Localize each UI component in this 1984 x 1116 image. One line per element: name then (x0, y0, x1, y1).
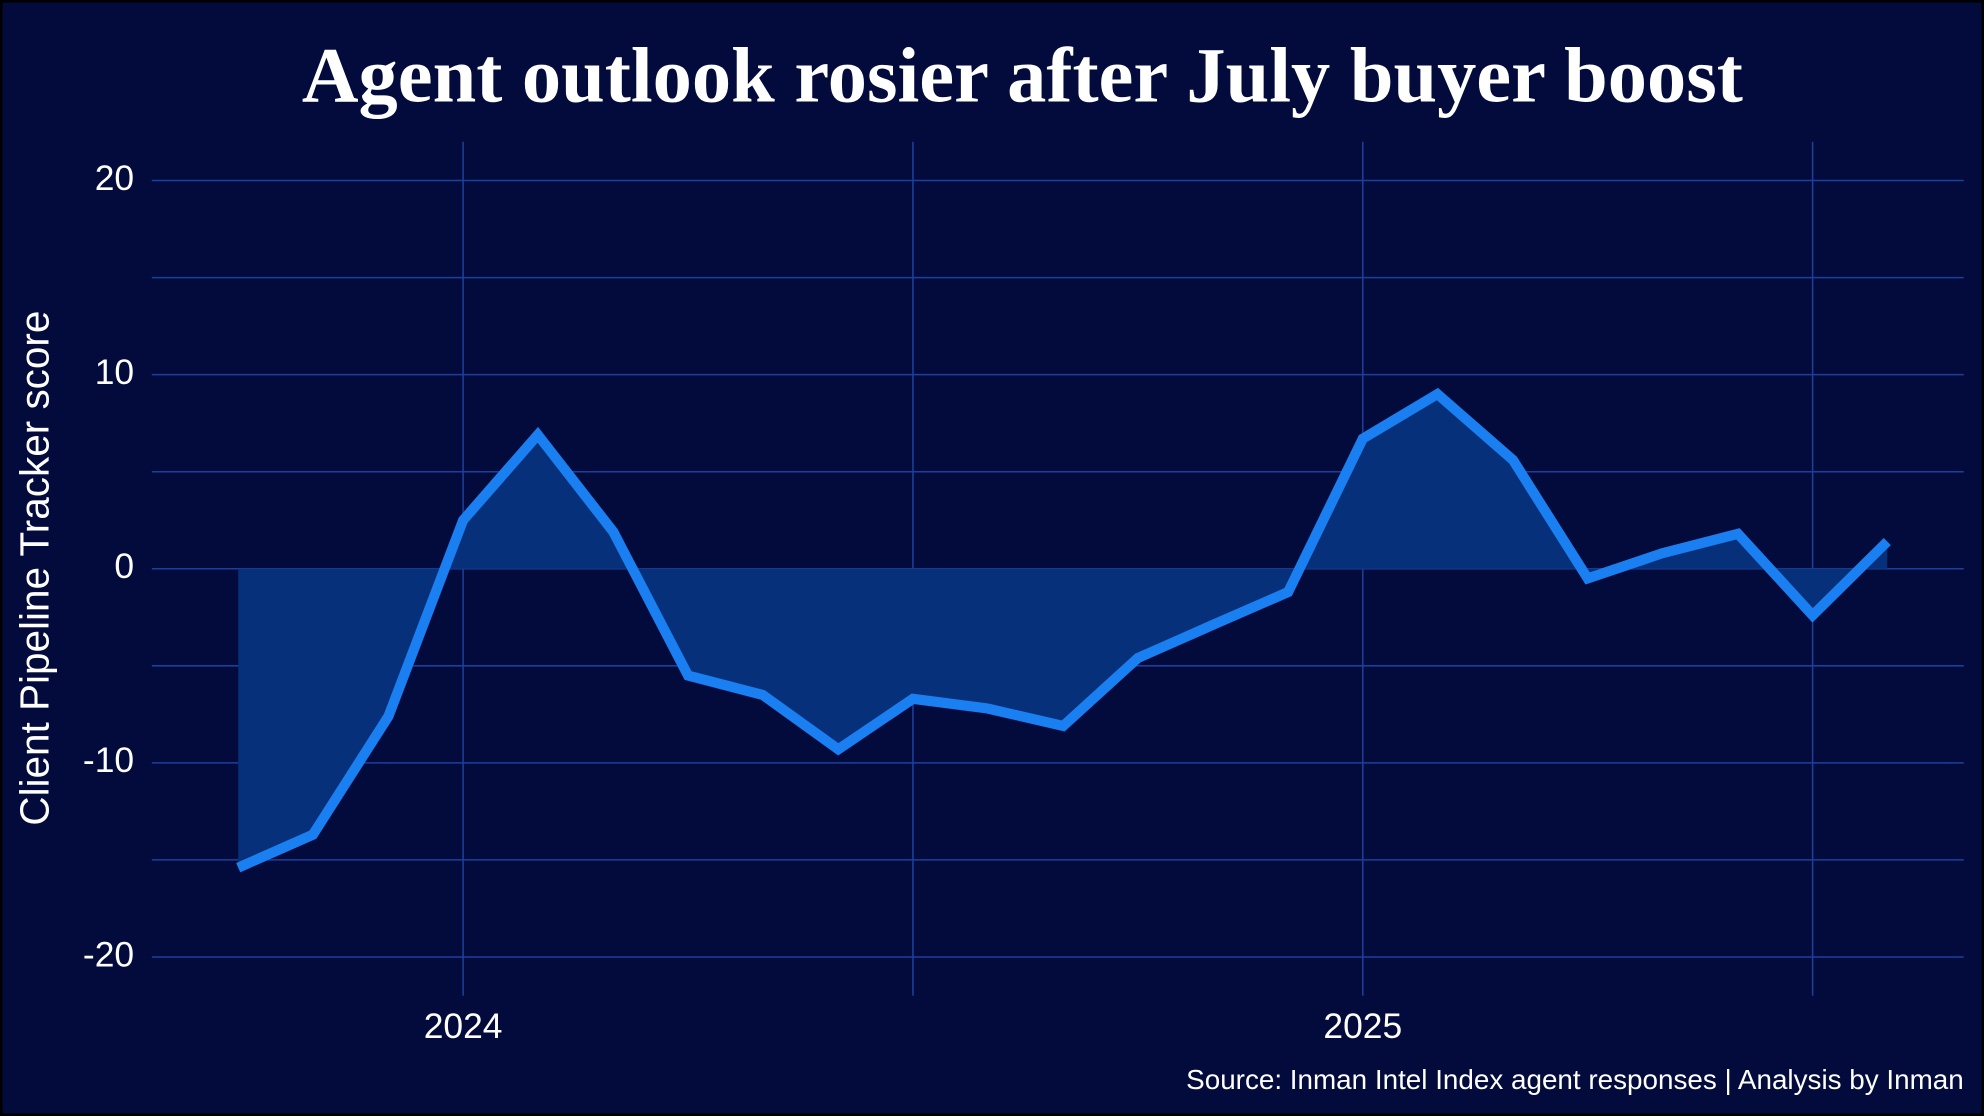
source: Source: Inman Intel Index agent response… (1186, 1064, 1964, 1095)
area (238, 394, 1888, 868)
line (236, 387, 1891, 873)
y-tick-label: 20 (95, 158, 134, 198)
y-tick-label: -20 (83, 934, 134, 974)
y-axis-label: Client Pipeline Tracker score (12, 311, 58, 826)
plot (236, 387, 1891, 873)
chart-title: Agent outlook rosier after July buyer bo… (302, 32, 1743, 119)
y-tick-label: 0 (114, 546, 134, 586)
x-tick-label: 2025 (1323, 1006, 1402, 1046)
y-tick-label: -10 (83, 740, 134, 780)
y-tick-label: 10 (95, 352, 134, 392)
x-tick-label: 2024 (424, 1006, 503, 1046)
